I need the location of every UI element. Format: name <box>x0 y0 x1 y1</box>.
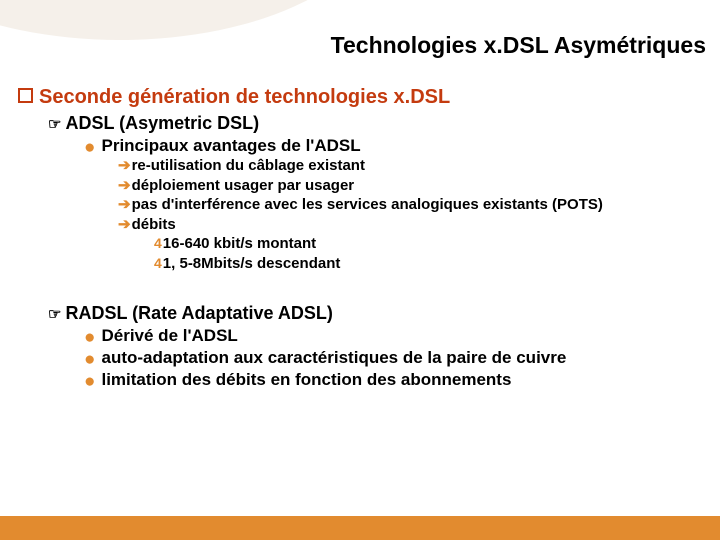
adsl-point: ➔re-utilisation du câblage existant <box>118 156 706 176</box>
pointer-icon: ☞ <box>48 116 61 133</box>
square-bullet-icon <box>18 88 33 103</box>
adsl-debit: 41, 5-8Mbits/s descendant <box>154 254 706 274</box>
adsl-debit-text: 1, 5-8Mbits/s descendant <box>163 255 341 272</box>
pointer-icon: ☞ <box>48 306 61 323</box>
slide-content: Seconde génération de technologies x.DSL… <box>18 86 706 390</box>
slide-title: Technologies x.DSL Asymétriques <box>331 32 706 59</box>
adsl-point-text: pas d'interférence avec les services ana… <box>132 196 603 213</box>
adsl-point: ➔pas d'interférence avec les services an… <box>118 195 706 215</box>
adsl-heading: ☞ADSL (Asymetric DSL) <box>48 113 706 134</box>
spacer <box>18 273 706 301</box>
adsl-subheading: ● Principaux avantages de l'ADSL <box>84 136 706 156</box>
radsl-point: ● limitation des débits en fonction des a… <box>84 370 706 390</box>
disc-bullet-icon: ● <box>84 327 95 348</box>
adsl-subheading-text: Principaux avantages de l'ADSL <box>101 136 360 155</box>
section-heading: Seconde génération de technologies x.DSL <box>18 86 706 109</box>
adsl-debit: 416-640 kbit/s montant <box>154 234 706 254</box>
adsl-point: ➔débits <box>118 215 706 235</box>
radsl-point-text: Dérivé de l'ADSL <box>101 326 237 345</box>
radsl-heading-text: RADSL (Rate Adaptative ADSL) <box>65 303 332 323</box>
arrow-bullet-icon: ➔ <box>118 157 131 174</box>
disc-bullet-icon: ● <box>84 349 95 370</box>
arrow-bullet-icon: ➔ <box>118 216 131 233</box>
radsl-point: ● auto-adaptation aux caractéristiques de… <box>84 348 706 368</box>
radsl-heading: ☞RADSL (Rate Adaptative ADSL) <box>48 303 706 324</box>
slide: Technologies x.DSL Asymétriques Seconde … <box>0 0 720 540</box>
adsl-point-text: débits <box>132 216 176 233</box>
adsl-point: ➔déploiement usager par usager <box>118 176 706 196</box>
radsl-point-text: limitation des débits en fonction des ab… <box>101 370 511 389</box>
header-arc <box>0 0 380 40</box>
radsl-point: ● Dérivé de l'ADSL <box>84 326 706 346</box>
arrow-bullet-icon: ➔ <box>118 196 131 213</box>
radsl-point-text: auto-adaptation aux caractéristiques de … <box>101 348 566 367</box>
four-bullet-icon: 4 <box>154 235 162 251</box>
arrow-bullet-icon: ➔ <box>118 177 131 194</box>
adsl-point-text: re-utilisation du câblage existant <box>132 157 365 174</box>
adsl-debit-text: 16-640 kbit/s montant <box>163 235 316 252</box>
adsl-heading-text: ADSL (Asymetric DSL) <box>65 113 259 133</box>
adsl-point-text: déploiement usager par usager <box>132 177 355 194</box>
disc-bullet-icon: ● <box>84 371 95 392</box>
footer-bar <box>0 516 720 540</box>
four-bullet-icon: 4 <box>154 255 162 271</box>
disc-bullet-icon: ● <box>84 137 95 158</box>
section-heading-text: Seconde génération de technologies x.DSL <box>39 86 450 108</box>
